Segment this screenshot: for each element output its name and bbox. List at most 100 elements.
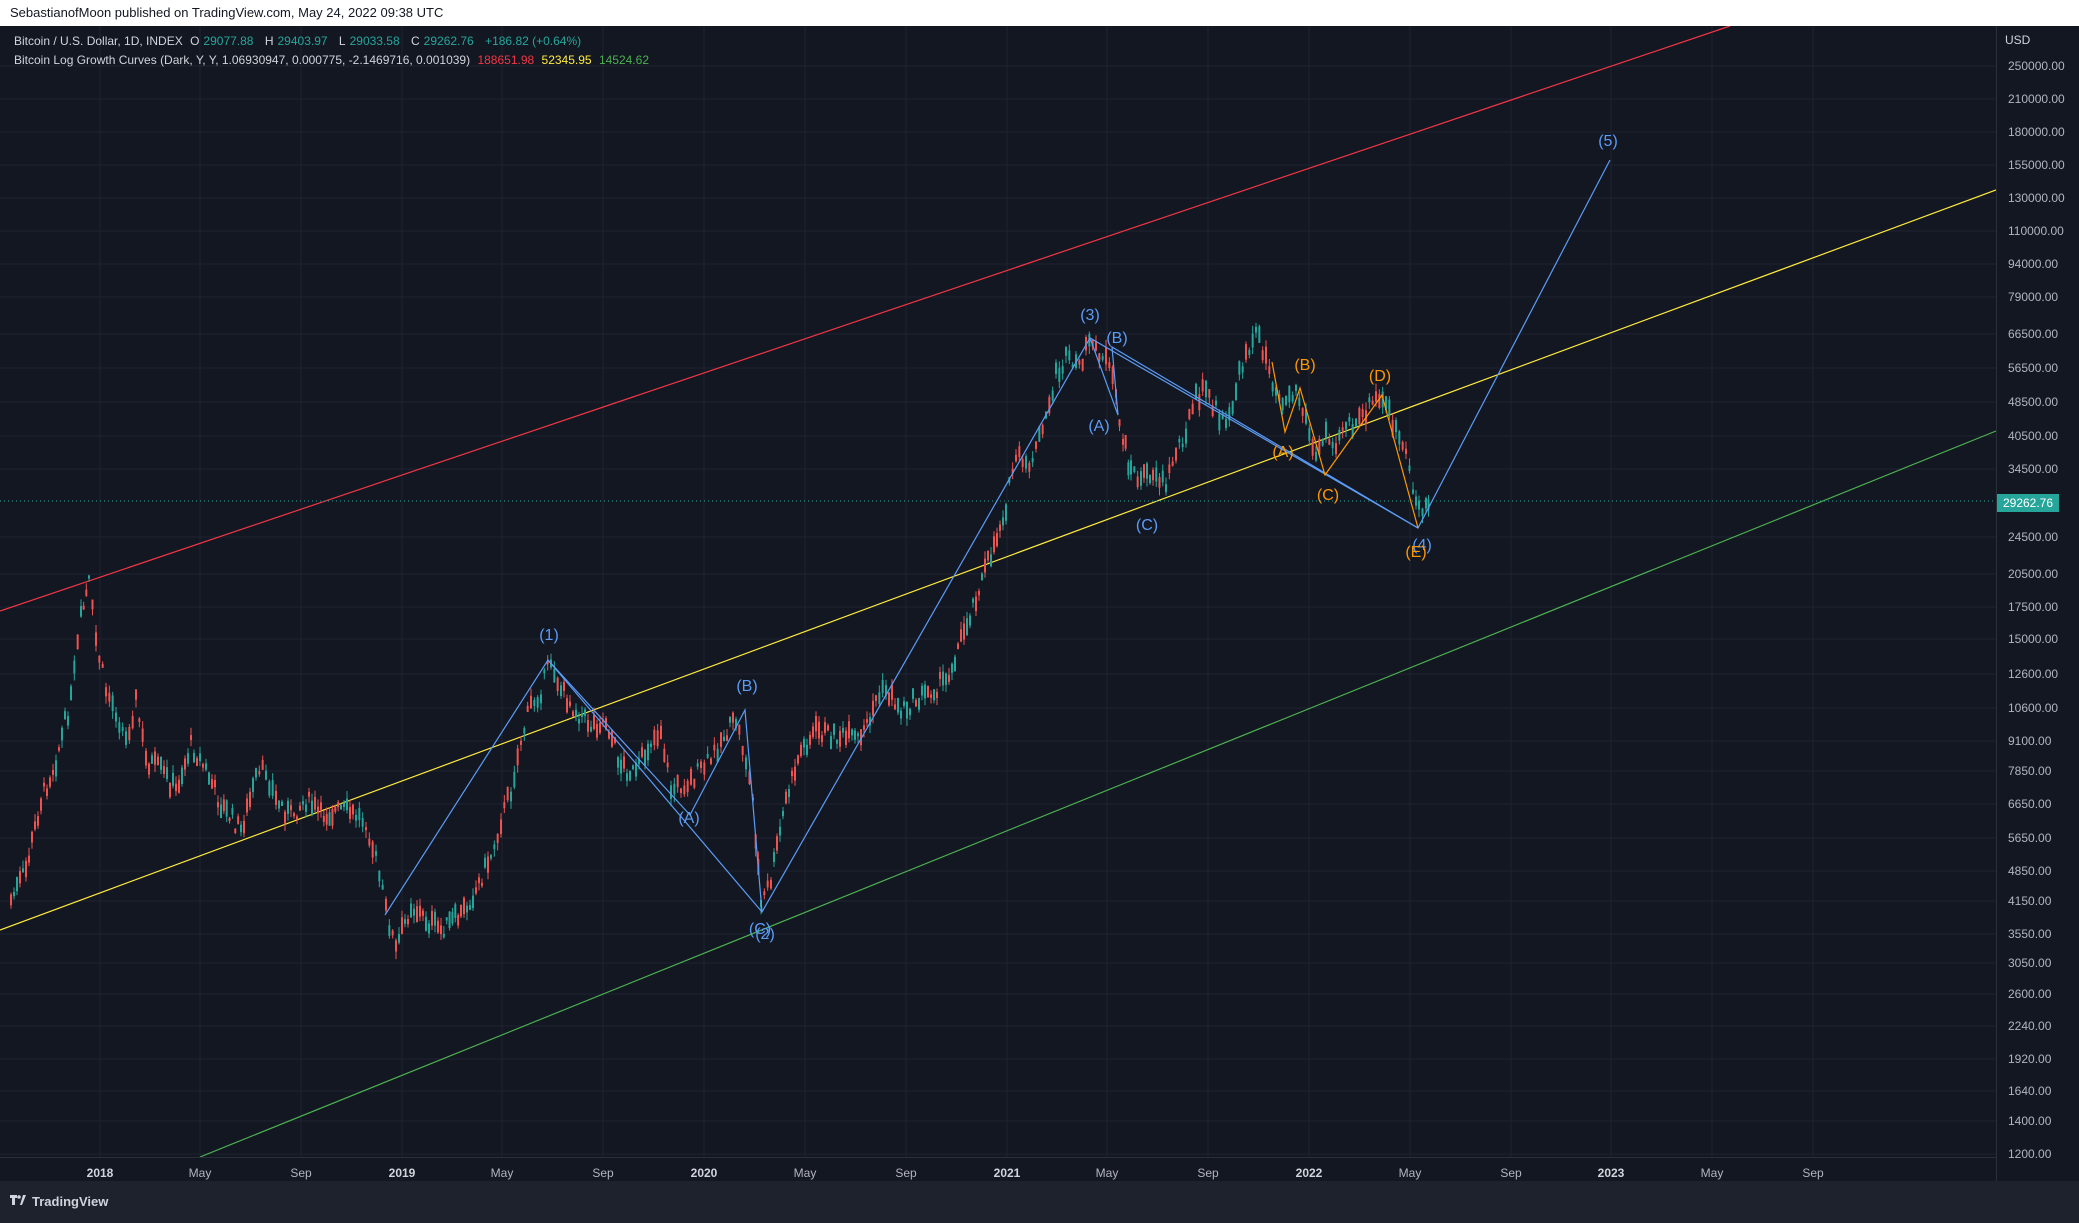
indicator-name[interactable]: Bitcoin Log Growth Curves (Dark, Y, Y, 1…: [14, 53, 471, 67]
candle-body: [693, 778, 696, 788]
wave-label: (C): [748, 921, 772, 938]
candle-body: [581, 713, 583, 717]
candle-body: [1048, 396, 1051, 414]
candle-body: [680, 788, 682, 793]
candle-body: [635, 762, 637, 777]
candle-body: [331, 808, 334, 826]
candle-body: [1002, 517, 1004, 526]
mid-curve-value: 52345.95: [541, 53, 592, 67]
candle-body: [425, 916, 427, 931]
candle-body: [67, 716, 69, 726]
candle-body: [1295, 384, 1297, 392]
candle-body: [451, 911, 454, 924]
candle-body: [860, 729, 862, 746]
candle-body: [160, 756, 162, 770]
candle-body: [885, 685, 887, 696]
candle-body: [851, 729, 853, 736]
candle-body: [818, 721, 820, 739]
candle-body: [271, 780, 274, 796]
candle-body: [1238, 361, 1241, 375]
upper-curve-value: 188651.98: [477, 53, 535, 67]
candle-body: [1005, 504, 1007, 521]
candle-body: [1068, 350, 1071, 361]
price-tick-label: 1640.00: [2008, 1084, 2052, 1098]
candle-body: [1124, 435, 1127, 449]
price-tick-label: 4150.00: [2008, 894, 2052, 908]
candle-body: [434, 911, 436, 926]
candle-body: [211, 779, 213, 789]
candle-body: [70, 686, 72, 701]
candle-body: [900, 710, 902, 719]
candle-body: [815, 716, 817, 732]
indicator-legend-row: Bitcoin Log Growth Curves (Dark, Y, Y, 1…: [14, 51, 653, 70]
candle-body: [1265, 346, 1267, 364]
candle-body: [779, 826, 781, 836]
candle-body: [246, 798, 248, 813]
candle-body: [320, 802, 322, 810]
time-axis[interactable]: [0, 1157, 1996, 1182]
candle-body: [875, 695, 877, 701]
candle-body: [445, 917, 448, 921]
candle-body: [410, 903, 412, 918]
candle-body: [918, 698, 920, 710]
candle-body: [1075, 354, 1077, 368]
candle-body: [842, 727, 844, 733]
candle-body: [788, 789, 790, 798]
candle-body: [951, 663, 953, 673]
candle-body: [1111, 367, 1114, 384]
symbol-name[interactable]: Bitcoin / U.S. Dollar, 1D, INDEX: [14, 34, 183, 48]
candle-body: [222, 799, 225, 811]
candle-body: [1168, 464, 1171, 473]
candle-body: [1248, 349, 1251, 355]
candle-body: [108, 692, 111, 702]
candle-body: [1127, 462, 1130, 476]
candle-body: [897, 698, 899, 713]
candle-body: [1101, 356, 1104, 360]
candle-body: [281, 801, 283, 806]
candle-body: [1275, 387, 1277, 396]
candle-body: [1188, 409, 1191, 420]
time-tick-label: Sep: [1500, 1166, 1522, 1180]
candle-body: [416, 906, 418, 923]
candle-body: [1231, 400, 1234, 414]
candle-body: [172, 772, 174, 786]
candle-body: [888, 692, 890, 706]
candle-body: [58, 747, 60, 751]
candle-body: [546, 661, 549, 665]
candle-body: [593, 714, 595, 729]
candle-body: [1291, 394, 1294, 402]
candle-body: [1348, 417, 1351, 422]
candle-body: [683, 785, 686, 795]
candle-body: [478, 877, 480, 884]
candle-body: [963, 623, 965, 640]
candle-body: [930, 694, 932, 698]
candle-body: [317, 806, 319, 814]
candle-body: [125, 731, 127, 745]
candle-body: [824, 722, 826, 733]
candle-body: [1288, 385, 1291, 403]
symbol-legend-row: Bitcoin / U.S. Dollar, 1D, INDEX O 29077.…: [14, 32, 653, 51]
candle-body: [1258, 326, 1261, 343]
wave-label: (C): [1316, 487, 1340, 504]
price-tick-label: 15000.00: [2008, 632, 2059, 646]
candle-body: [987, 550, 989, 561]
candle-body: [64, 711, 66, 720]
candle-body: [346, 798, 348, 811]
time-tick-label: Sep: [1197, 1166, 1219, 1180]
price-chart[interactable]: [0, 26, 1996, 1157]
candle-body: [1095, 341, 1097, 351]
candle-body: [422, 910, 424, 916]
candle-body: [391, 930, 394, 936]
time-tick-label: 2022: [1295, 1166, 1323, 1180]
price-tick-label: 17500.00: [2008, 600, 2059, 614]
candle-body: [228, 817, 231, 822]
candle-body: [686, 780, 689, 793]
candle-body: [148, 763, 150, 775]
price-axis[interactable]: [1996, 26, 2079, 1181]
candle-body: [368, 838, 371, 846]
corrective-wave-4-line: [1089, 337, 1419, 529]
candle-body: [135, 689, 137, 700]
candle-body: [385, 898, 387, 911]
candle-body: [1038, 426, 1041, 442]
candle-body: [503, 802, 506, 809]
